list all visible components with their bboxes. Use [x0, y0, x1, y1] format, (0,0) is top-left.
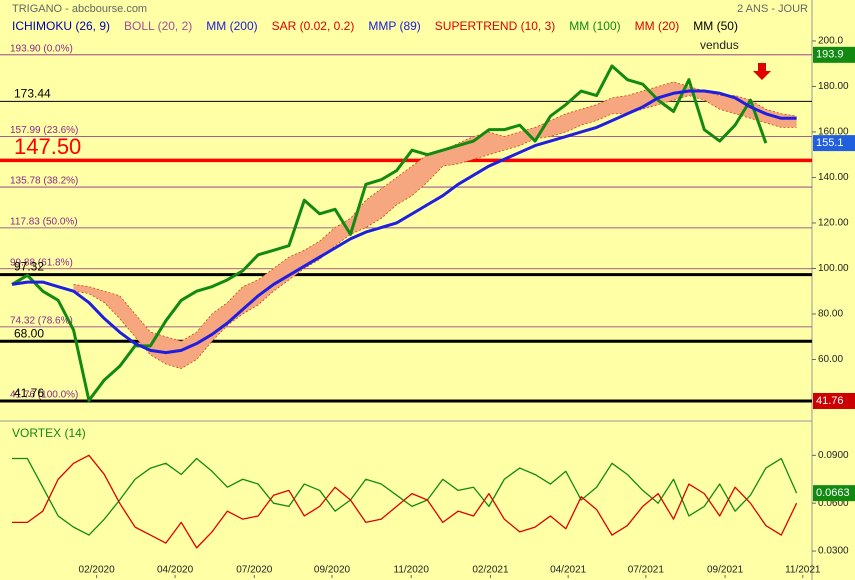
- y-tick-label: 180.00: [818, 81, 849, 92]
- series-line: [12, 454, 798, 549]
- y-tick-label: 120.00: [818, 218, 849, 229]
- value-tag-label: 193.9: [816, 49, 844, 61]
- legend-entry: MM (20): [635, 19, 680, 33]
- legend-entry: SUPERTREND (10, 3): [435, 19, 555, 33]
- header-title: TRIGANO - abcbourse.com: [12, 3, 147, 15]
- legend-entry: MMP (89): [368, 19, 420, 33]
- y-tick-label: 100.00: [818, 263, 849, 274]
- legend-entry: BOLL (20, 2): [124, 19, 192, 33]
- value-tag: [813, 46, 855, 63]
- level-label: 74.32 (78.6%): [10, 316, 73, 327]
- level-label: 99.88 (61.8%): [10, 257, 73, 268]
- y-tick-label: 160.00: [818, 127, 849, 138]
- value-tag-label: 41.76: [816, 395, 844, 407]
- legend-entry: MM (200): [206, 19, 257, 33]
- panel-title: VORTEX (14): [12, 426, 86, 440]
- level-label: 41.76: [14, 386, 44, 400]
- level-label: 117.83 (50.0%): [10, 217, 78, 228]
- x-tick-label: 11/2021: [785, 565, 821, 576]
- level-label: 173.44: [14, 87, 51, 101]
- legend-entry: ICHIMOKU (26, 9): [12, 19, 110, 33]
- x-tick-label: 04/2020: [157, 565, 194, 576]
- value-tag: [813, 485, 855, 502]
- x-tick-label: 07/2020: [236, 565, 273, 576]
- level-label: 157.99 (23.6%): [10, 125, 78, 136]
- series-line: [11, 89, 797, 355]
- x-tick-label: 04/2021: [550, 565, 587, 576]
- level-label: 193.90 (0.0%): [10, 43, 73, 54]
- cloud-edge: [73, 81, 797, 342]
- legend-entry: SAR (0.02, 0.2): [272, 19, 355, 33]
- level-label: 97.32: [14, 260, 44, 274]
- header-period: 2 ANS - JOUR: [737, 3, 808, 15]
- y-tick-label: 0.0900: [818, 450, 849, 461]
- y-tick-label: 80.00: [818, 309, 843, 320]
- x-tick-label: 11/2020: [394, 565, 430, 576]
- legend-entry: MM (100): [569, 19, 620, 33]
- level-label: 68.00: [14, 326, 44, 340]
- y-tick-label: 60.00: [818, 354, 843, 365]
- level-label: 135.78 (38.2%): [10, 176, 78, 187]
- cloud-fill: [73, 81, 797, 369]
- annotation: vendus: [700, 38, 739, 52]
- cloud-edge: [73, 95, 797, 370]
- value-tag-label: 155.1: [816, 137, 844, 149]
- level-label: 41.76 (100.0%): [10, 390, 78, 401]
- x-tick-label: 02/2021: [472, 565, 509, 576]
- value-tag: [813, 135, 855, 152]
- x-tick-label: 07/2021: [628, 565, 665, 576]
- x-tick-label: 09/2020: [314, 565, 351, 576]
- sell-arrow: [753, 63, 771, 80]
- x-tick-label: 02/2020: [79, 565, 116, 576]
- legend: ICHIMOKU (26, 9) BOLL (20, 2) MM (200) SAR …: [12, 19, 738, 33]
- y-tick-label: 140.00: [818, 172, 849, 183]
- value-tag: [813, 392, 855, 409]
- value-tag-label: 0.0663: [816, 487, 850, 499]
- level-label: 147.50: [14, 134, 81, 159]
- y-tick-label: 0.0600: [818, 498, 849, 509]
- y-tick-label: 200.0: [818, 36, 843, 47]
- x-tick-label: 09/2021: [707, 565, 744, 576]
- y-tick-label: 0.0300: [818, 546, 849, 557]
- legend-entry: MM (50): [693, 19, 738, 33]
